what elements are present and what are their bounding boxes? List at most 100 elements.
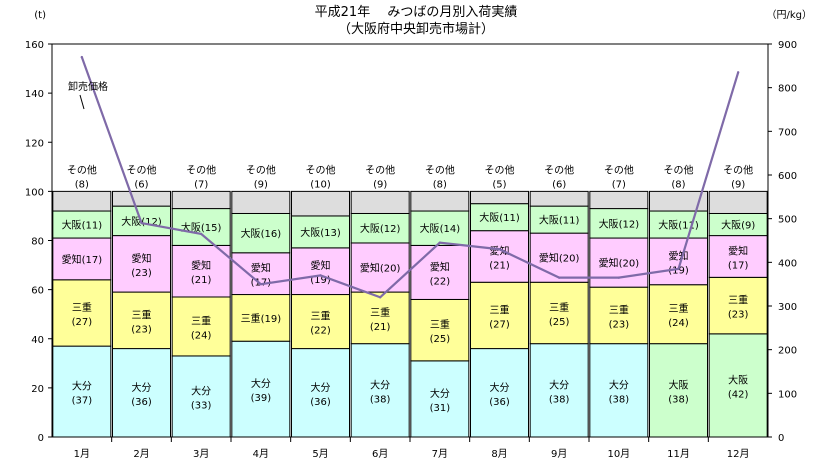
right-tick-label: 300 <box>778 302 797 313</box>
segment-name-label: その他 <box>186 163 216 176</box>
segment-value-label: (6) <box>134 179 148 190</box>
price-point <box>438 241 442 244</box>
segment-name-label: 三重 <box>311 310 331 323</box>
left-tick-label: 80 <box>31 237 44 248</box>
segment-value-label: (14) <box>440 224 461 235</box>
segment-name-label: その他 <box>365 163 395 176</box>
bar-segment-osaka <box>529 205 589 234</box>
segment-value-label: (36) <box>489 397 510 408</box>
bar-segment-other <box>171 190 231 210</box>
bar-segment-mie <box>410 298 470 362</box>
segment-value-label: (5) <box>492 179 506 190</box>
price-point <box>319 274 322 277</box>
segment-value-label: (33) <box>191 400 212 411</box>
segment-value-label: (22) <box>310 326 331 337</box>
x-tick-label: 6月 <box>372 448 388 460</box>
right-tick-label: 800 <box>778 84 797 95</box>
segment-name-label: 愛知 <box>599 257 619 270</box>
x-tick-label: 3月 <box>193 448 209 460</box>
segment-name-label: 大阪 <box>599 217 619 230</box>
bar-segment-oita <box>350 343 410 438</box>
segment-value-label: (21) <box>191 275 212 286</box>
segment-value-label: (38) <box>609 394 630 405</box>
segment-value-label: (20) <box>559 254 580 265</box>
segment-inline-label: 大阪(16) <box>241 227 282 240</box>
price-point <box>498 248 501 251</box>
chart-title: 平成21年 みつばの月別入荷実績 <box>315 4 518 20</box>
left-tick-label: 20 <box>31 384 44 395</box>
segment-value-label: (12) <box>619 219 640 230</box>
segment-name-label: その他 <box>664 163 694 176</box>
segment-value-label: (23) <box>728 310 749 321</box>
segment-name-label: その他 <box>246 163 276 176</box>
segment-value-label: (37) <box>72 396 93 407</box>
segment-name-label: その他 <box>485 163 515 176</box>
segment-name-label: 三重 <box>132 308 152 321</box>
segment-name-label: 大阪 <box>241 227 261 240</box>
segment-value-label: (7) <box>612 179 626 190</box>
x-tick-label: 9月 <box>551 448 567 460</box>
bar-segment-aichi <box>589 237 649 288</box>
segment-name-label: その他 <box>127 163 157 176</box>
bar-segment-mie <box>350 291 410 345</box>
segment-name-label: 愛知 <box>490 244 510 257</box>
segment-value-label: (19) <box>261 314 282 325</box>
segment-value-label: (12) <box>380 224 401 235</box>
segment-value-label: (22) <box>430 276 451 287</box>
segment-value-label: (8) <box>671 179 685 190</box>
segment-value-label: (21) <box>489 260 510 271</box>
segment-value-label: (25) <box>430 334 451 345</box>
segment-inline-label: 大阪(11) <box>479 211 520 224</box>
segment-value-label: (27) <box>489 319 510 330</box>
bar-segment-mie <box>470 281 529 350</box>
bar-segment-other <box>112 190 171 207</box>
bar-segment-oita <box>52 345 112 438</box>
bar-segment-aichi <box>171 244 231 298</box>
segment-name-label: 大阪 <box>360 222 380 235</box>
price-point <box>677 267 680 271</box>
segment-value-label: (36) <box>131 397 152 408</box>
bar-segment-mie <box>291 294 350 350</box>
bar-segment-mie <box>529 281 589 345</box>
segment-value-label: (21) <box>370 322 391 333</box>
segment-value-label: (38) <box>549 394 570 405</box>
segment-name-label: 大分 <box>490 381 510 394</box>
bar-segment-other <box>350 190 410 214</box>
segment-name-label: 大阪 <box>121 215 141 228</box>
segment-name-label: その他 <box>604 163 634 176</box>
segment-value-label: (31) <box>430 403 451 414</box>
right-tick-label: 200 <box>778 346 797 357</box>
segment-name-label: 大分 <box>609 378 629 391</box>
bar-segment-osaka <box>410 210 470 246</box>
segment-value-label: (36) <box>310 397 331 408</box>
bar-segment-aichi <box>291 247 350 296</box>
segment-value-label: (13) <box>320 228 341 239</box>
segment-value-label: (23) <box>131 268 152 279</box>
segment-name-label: 大分 <box>72 380 92 393</box>
segment-value-label: (11) <box>678 221 699 232</box>
segment-value-label: (42) <box>728 389 749 400</box>
segment-name-label: 大分 <box>251 377 271 390</box>
price-line-layer: 卸売価格 <box>68 55 740 299</box>
segment-name-label: 愛知 <box>669 249 689 262</box>
segment-value-label: (19) <box>310 275 331 286</box>
right-tick-label: 100 <box>778 389 797 400</box>
segment-value-label: (20) <box>619 259 640 270</box>
segment-name-label: 大阪 <box>669 378 689 391</box>
segment-value-label: (11) <box>559 216 580 227</box>
segment-name-label: 三重 <box>669 302 689 315</box>
segment-value-label: (23) <box>131 324 152 335</box>
right-tick-label: 500 <box>778 215 797 226</box>
segment-value-label: (8) <box>75 179 89 190</box>
segment-name-label: 愛知 <box>360 262 380 275</box>
left-tick-label: 160 <box>25 40 44 51</box>
segment-name-label: 大阪 <box>658 219 678 232</box>
left-axis-unit: (t) <box>34 10 46 21</box>
bar-segment-other <box>52 190 112 212</box>
price-point <box>736 71 740 74</box>
price-point <box>199 232 203 236</box>
right-axis-unit: （円/kg） <box>766 9 812 21</box>
segment-inline-label: 大阪(12) <box>121 215 162 228</box>
segment-value-label: (17) <box>82 255 103 266</box>
bar-segment-oita <box>470 348 529 438</box>
